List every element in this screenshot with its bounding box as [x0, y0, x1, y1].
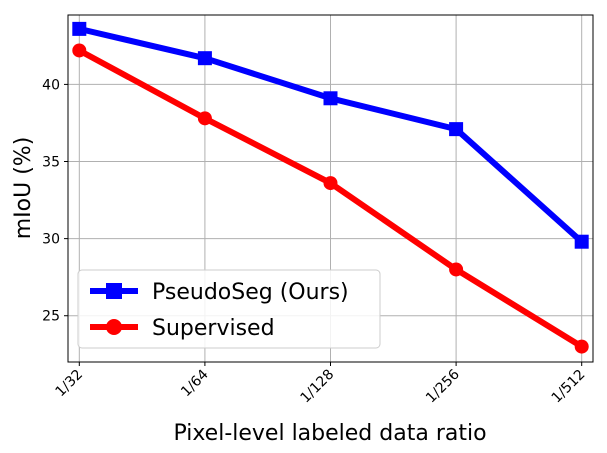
data-point-circle — [574, 339, 589, 354]
legend-label-supervised: Supervised — [152, 316, 275, 341]
legend-marker-supervised — [106, 319, 122, 335]
y-tick-label: 25 — [42, 309, 60, 325]
data-point-circle — [72, 43, 87, 58]
data-point-square — [574, 234, 589, 249]
data-point-circle — [449, 262, 464, 277]
legend: PseudoSeg (Ours) Supervised — [77, 269, 381, 349]
data-point-square — [197, 51, 212, 66]
data-point-square — [323, 91, 338, 106]
legend-label-pseudoseg: PseudoSeg (Ours) — [152, 280, 349, 305]
x-tick-label: 1/32 — [53, 367, 87, 401]
x-tick-label: 1/256 — [423, 366, 463, 406]
y-tick-label: 35 — [42, 155, 60, 171]
legend-box — [77, 269, 381, 349]
data-point-circle — [323, 176, 338, 191]
plot-frame — [67, 14, 594, 363]
x-axis-ticks: 1/32 1/64 1/128 1/256 1/512 — [53, 362, 589, 406]
x-tick-label: 1/128 — [297, 367, 337, 407]
legend-marker-pseudoseg — [106, 283, 122, 299]
series-group — [72, 21, 589, 354]
x-tick-label: 1/512 — [549, 367, 589, 407]
data-point-square — [72, 21, 87, 36]
x-tick-label: 1/64 — [178, 366, 212, 400]
x-axis-label: Pixel-level labeled data ratio — [173, 421, 486, 446]
data-point-circle — [197, 111, 212, 126]
y-tick-label: 40 — [42, 77, 60, 93]
y-axis-label: mIoU (%) — [11, 137, 36, 240]
data-point-square — [449, 122, 464, 137]
y-tick-label: 30 — [42, 232, 60, 248]
grid-lines — [68, 15, 593, 362]
y-axis-ticks: 25 30 35 40 — [42, 77, 68, 325]
